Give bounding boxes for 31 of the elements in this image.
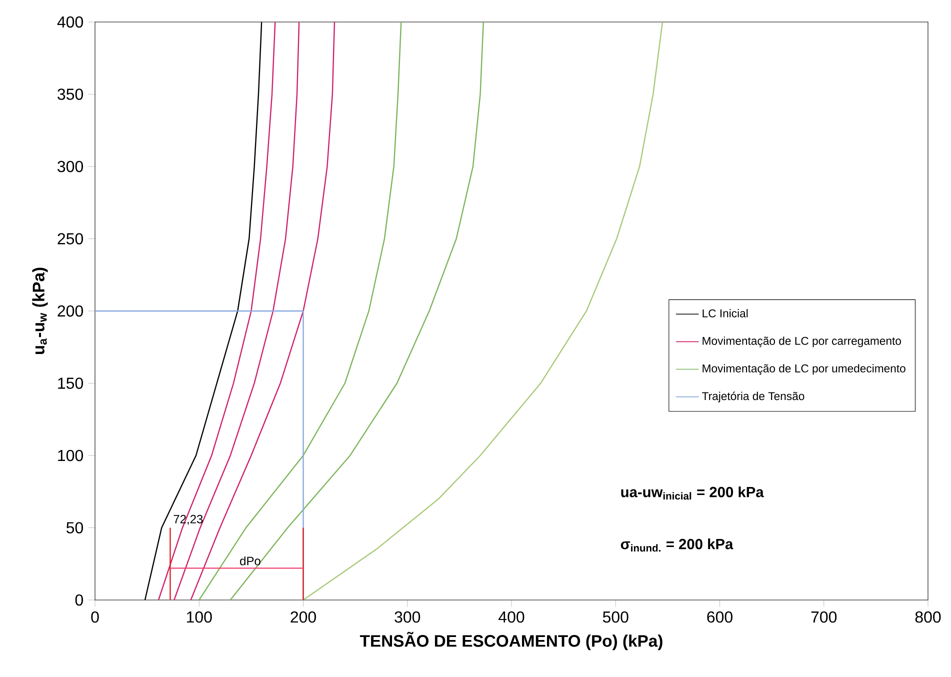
annotation: σ$_{inund.}$ = 200 kPa <box>620 538 734 552</box>
x-tick-label: 500 <box>602 611 628 623</box>
y-tick-label: 150 <box>58 378 84 389</box>
legend-label: Movimentação de LC por umedecimento <box>702 364 906 375</box>
y-tick-label: 200 <box>58 305 84 317</box>
x-tick-label: 300 <box>394 611 420 623</box>
x-tick-label: 100 <box>186 611 212 623</box>
x-tick-label: 400 <box>498 611 524 623</box>
y-tick-label: 100 <box>58 450 84 462</box>
y-tick-label: 50 <box>66 522 84 534</box>
line-series <box>174 22 300 600</box>
line-series <box>302 22 664 600</box>
y-tick-label: 350 <box>58 88 84 100</box>
y-tick-label: 400 <box>57 16 84 28</box>
x-tick-label: 200 <box>290 611 316 623</box>
legend-label: LC Inicial <box>702 309 748 318</box>
line-series <box>158 22 276 600</box>
x-tick-label: 800 <box>915 611 941 623</box>
annotation: ua-uw$_{inicial}$ = 200 kPa <box>621 486 764 500</box>
y-axis-title: u$_{a}$-u$_{w}$ (kPa) <box>32 268 48 354</box>
annotation: dPo <box>240 556 260 566</box>
legend-label: Trajetória de Tensão <box>702 392 804 402</box>
y-tick-label: 0 <box>75 594 84 606</box>
line-series <box>230 22 484 600</box>
x-tick-label: 600 <box>707 611 732 623</box>
y-tick-label: 250 <box>58 233 84 244</box>
x-tick-label: 700 <box>811 611 837 623</box>
x-axis-title: TENSÃO DE ESCOAMENTO (Po) (kPa) <box>360 632 662 650</box>
legend-label: Movimentação de LC por carregamento <box>702 336 901 348</box>
x-tick-label: 0 <box>91 611 99 623</box>
y-tick-label: 300 <box>58 160 84 172</box>
